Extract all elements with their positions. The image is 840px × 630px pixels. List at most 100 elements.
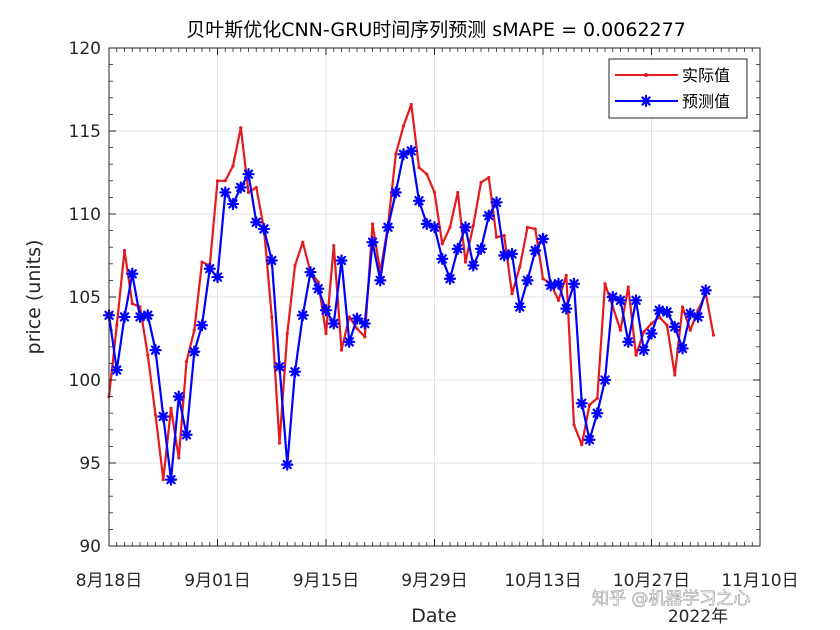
data-point-predicted — [676, 342, 689, 355]
data-point-actual — [231, 164, 235, 168]
data-point-predicted — [436, 252, 449, 265]
data-point-predicted — [281, 458, 294, 471]
data-point-actual — [239, 126, 243, 130]
data-point-predicted — [560, 302, 573, 315]
data-point-predicted — [598, 373, 612, 387]
x-tick-label: 9月01日 — [184, 571, 250, 591]
y-tick-label: 120 — [69, 39, 101, 59]
data-point-actual — [626, 285, 630, 289]
data-point-predicted — [327, 317, 340, 330]
data-point-actual — [401, 124, 406, 128]
x-tick-label: 10月27日 — [613, 571, 690, 591]
y-tick-label: 95 — [79, 454, 101, 474]
data-point-predicted — [126, 267, 139, 280]
data-point-actual — [440, 242, 444, 246]
data-point-predicted — [211, 270, 224, 284]
data-point-actual — [332, 243, 336, 248]
data-point-predicted — [226, 197, 240, 211]
legend-asterisk — [639, 94, 653, 108]
data-point-predicted — [660, 305, 674, 319]
data-point-predicted — [381, 221, 395, 234]
data-point-predicted — [366, 236, 379, 249]
data-point-actual — [130, 302, 134, 306]
data-point-predicted — [498, 249, 511, 262]
data-point-predicted — [358, 317, 371, 330]
data-point-actual — [246, 190, 251, 195]
data-point-actual — [471, 224, 475, 228]
data-point-actual — [223, 179, 227, 183]
y-tick-label: 100 — [69, 371, 101, 391]
y-tick-label: 115 — [69, 122, 101, 142]
data-point-predicted — [273, 360, 286, 373]
data-point-predicted — [265, 254, 278, 267]
y-tick-label: 110 — [69, 205, 101, 225]
data-point-predicted — [653, 304, 666, 317]
data-point-predicted — [250, 216, 263, 229]
data-point-predicted — [242, 168, 255, 181]
data-point-actual — [215, 179, 220, 183]
watermark: 知乎 @机器学习之心 — [592, 589, 750, 609]
data-point-actual — [711, 333, 716, 337]
data-point-actual — [339, 348, 344, 352]
data-point-actual — [277, 441, 282, 445]
data-point-actual — [153, 413, 158, 417]
data-point-predicted — [645, 327, 658, 340]
data-point-predicted — [591, 407, 604, 420]
data-point-actual — [556, 298, 561, 302]
data-point-predicted — [203, 262, 216, 275]
data-point-actual — [316, 280, 320, 284]
x-tick-label: 9月15日 — [293, 571, 359, 591]
data-point-predicted — [529, 244, 542, 257]
data-point-predicted — [350, 312, 364, 325]
data-point-actual — [564, 273, 568, 278]
data-point-predicted — [288, 365, 302, 378]
y-tick-label: 90 — [79, 537, 101, 557]
data-point-actual — [649, 321, 654, 326]
data-point-actual — [680, 305, 685, 309]
data-point-predicted — [141, 309, 154, 322]
data-point-actual — [642, 330, 646, 334]
data-point-actual — [200, 260, 204, 264]
data-point-actual — [603, 282, 607, 286]
data-point-predicted — [691, 310, 705, 324]
y-tick-label: 105 — [69, 288, 101, 308]
legend-label-actual: 实际值 — [682, 66, 730, 85]
data-point-predicted — [304, 266, 317, 279]
data-point-predicted — [490, 196, 503, 209]
data-point-actual — [587, 403, 592, 407]
data-point-predicted — [133, 310, 147, 324]
data-point-predicted — [180, 428, 193, 441]
y-tick-labels: 90 95 100 105 110 115 120 — [69, 39, 101, 557]
data-point-predicted — [699, 284, 712, 297]
data-point-actual — [572, 423, 576, 427]
data-point-predicted — [257, 222, 271, 236]
data-point-actual — [518, 265, 522, 269]
data-point-predicted — [188, 345, 201, 358]
data-point-predicted — [149, 344, 162, 357]
data-point-actual — [595, 396, 599, 400]
data-point-predicted — [335, 254, 348, 267]
data-point-actual — [456, 190, 460, 195]
year-label: 2022年 — [668, 607, 728, 627]
legend-box — [608, 58, 748, 119]
data-point-actual — [370, 222, 375, 226]
data-point-predicted — [110, 363, 123, 377]
data-point-actual — [417, 165, 421, 170]
data-point-actual — [494, 235, 499, 239]
data-point-predicted — [622, 335, 635, 348]
data-point-actual — [688, 328, 692, 332]
data-point-actual — [665, 323, 669, 327]
data-point-actual — [634, 353, 638, 357]
legend-marker-actual — [644, 73, 648, 77]
data-point-actual — [533, 227, 537, 231]
x-tick-labels: 8月18日 9月01日 9月15日 9月29日 10月13日 10月27日 11月10日 — [76, 571, 799, 591]
x-tick-label: 11月10日 — [721, 571, 798, 591]
data-point-predicted — [482, 209, 495, 222]
data-point-actual — [487, 175, 491, 180]
data-point-predicted — [343, 335, 356, 348]
data-point-predicted — [552, 277, 565, 290]
data-point-actual — [363, 335, 367, 339]
data-point-predicted — [296, 309, 309, 322]
chart-title: 贝叶斯优化CNN-GRU时间序列预测 sMAPE = 0.0062277 — [186, 19, 686, 41]
data-point-actual — [270, 315, 274, 319]
